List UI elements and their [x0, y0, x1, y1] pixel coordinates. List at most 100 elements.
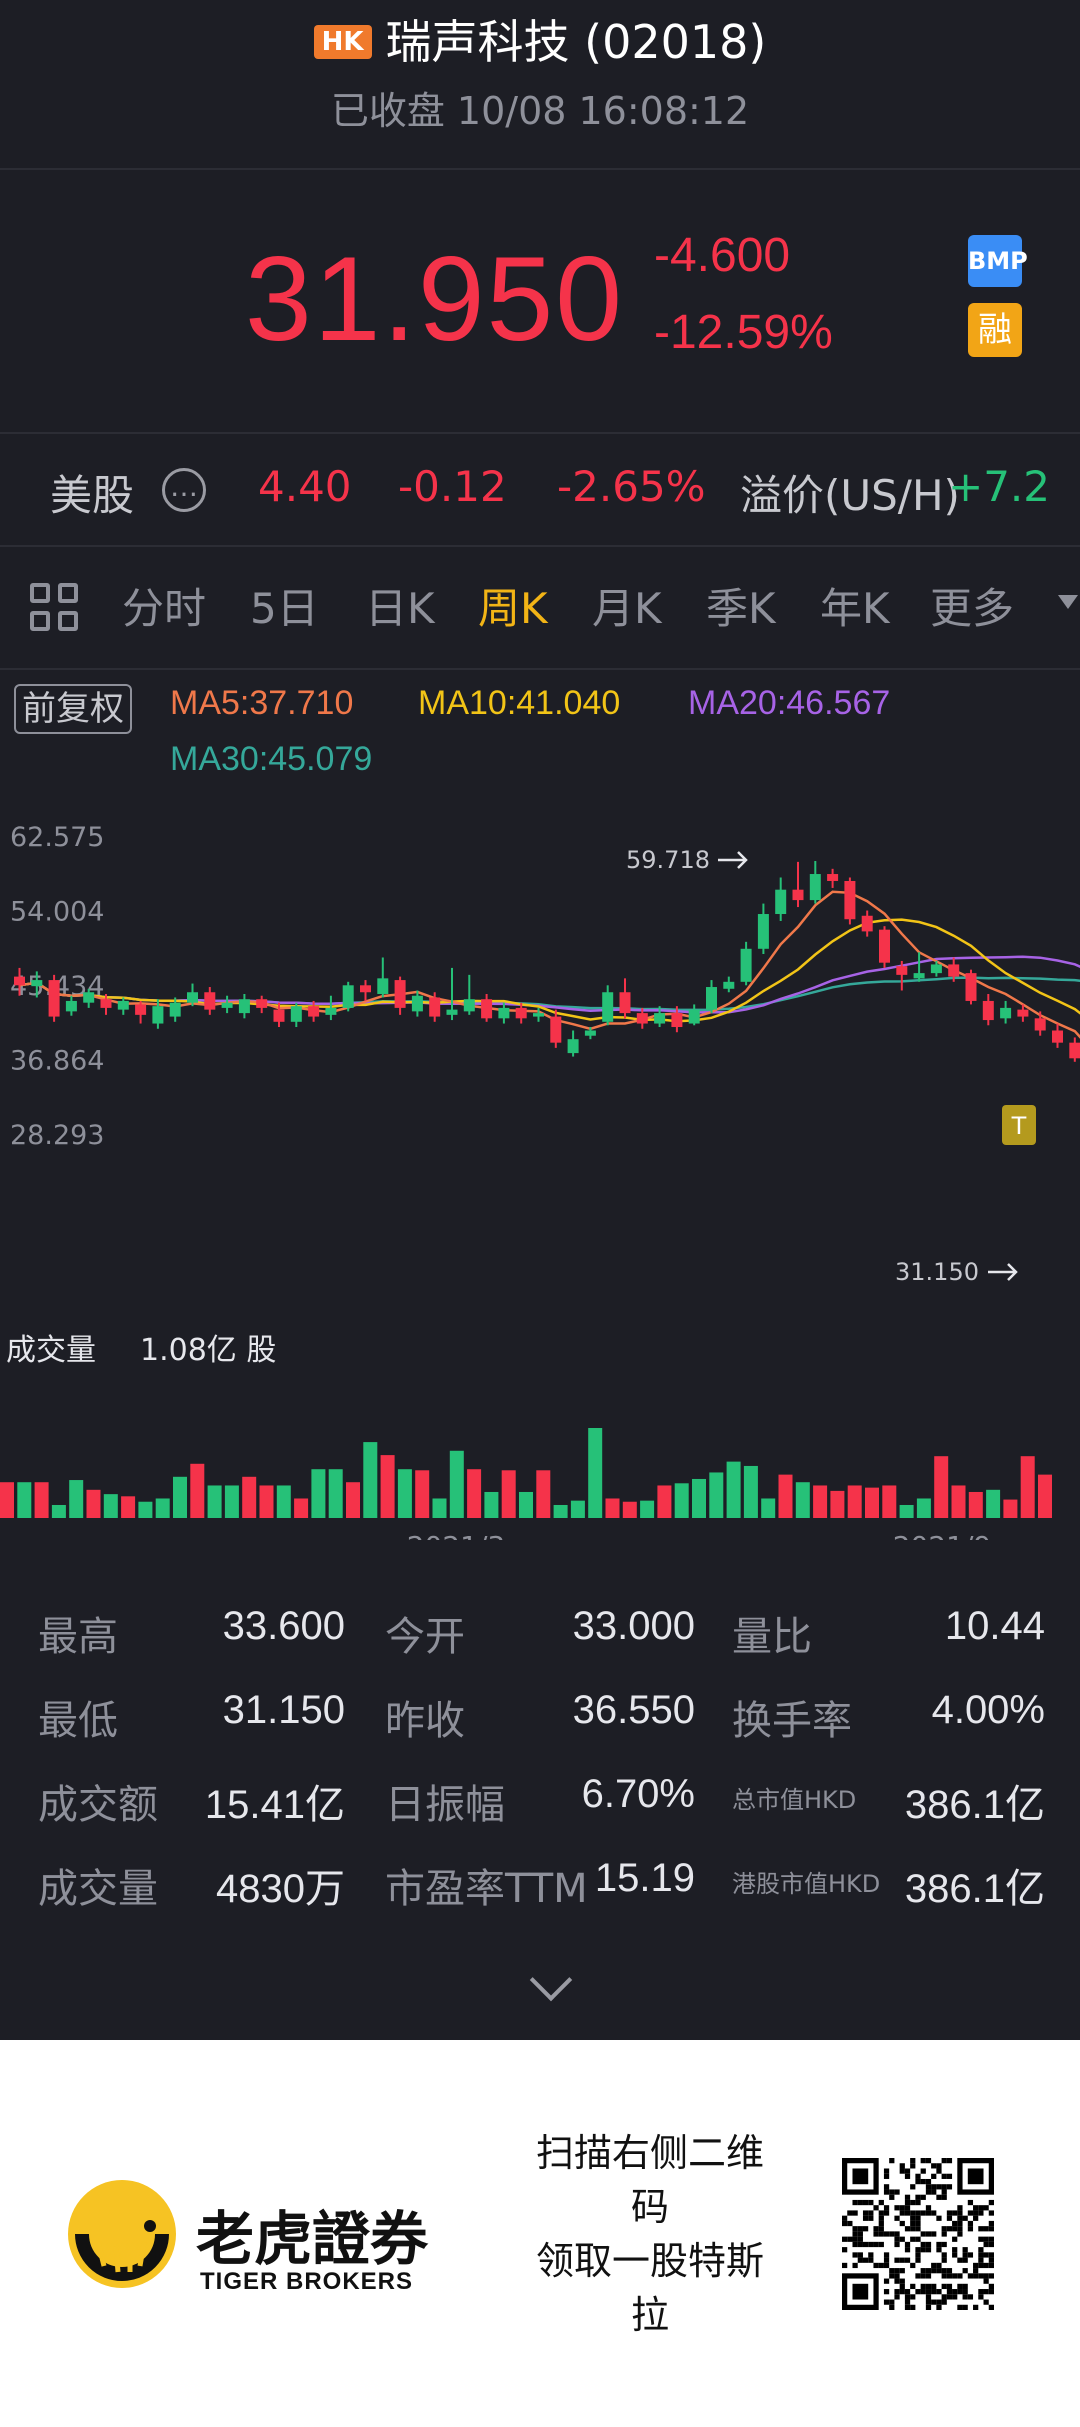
- candle: [965, 969, 977, 1005]
- us-market-label: 美股: [50, 471, 135, 520]
- bmp-badge[interactable]: BMP: [968, 235, 1028, 287]
- volume-bar: [1003, 1499, 1018, 1518]
- volume-bar: [501, 1470, 516, 1518]
- volume-bar: [173, 1476, 187, 1518]
- price-change: -4.600: [654, 229, 791, 282]
- volume-bar: [553, 1504, 568, 1518]
- candle: [740, 941, 752, 986]
- ma30-label: MA30:45.079: [170, 740, 373, 778]
- volume-bar: [380, 1455, 395, 1518]
- tab-weekly-k[interactable]: 周K: [478, 584, 548, 633]
- volume-bar: [986, 1489, 1001, 1518]
- tab-yearly-k[interactable]: 年K: [820, 584, 890, 633]
- candle: [671, 1006, 683, 1033]
- trade-marker-icon[interactable]: [1002, 1105, 1036, 1145]
- last-price: 31.950: [245, 232, 625, 366]
- volume-bar: [415, 1470, 430, 1518]
- volume-bar: [640, 1500, 655, 1518]
- candle: [982, 993, 994, 1026]
- us-price: 4.40: [258, 462, 352, 511]
- volume-bar: [692, 1478, 706, 1518]
- volume-bar: [259, 1485, 274, 1518]
- volume-bar: [726, 1461, 741, 1518]
- adjust-button[interactable]: 前复权: [14, 684, 132, 734]
- divider: [0, 168, 1080, 170]
- candle: [394, 976, 406, 1015]
- volume-bar: [242, 1476, 257, 1518]
- volume-bar: [484, 1491, 499, 1518]
- ma-legend: 前复权 MA5:37.710 MA10:41.040 MA20:46.567 M…: [0, 680, 1080, 790]
- volume-bar: [813, 1485, 828, 1518]
- candle: [654, 1006, 666, 1028]
- volume-bar: [346, 1482, 360, 1518]
- candle: [117, 997, 129, 1015]
- promo-line: 领取一股特斯: [535, 2239, 764, 2283]
- tab-daily-k[interactable]: 日K: [365, 584, 435, 633]
- stat-value: 15.19: [594, 1856, 695, 1900]
- volume-bar: [847, 1485, 862, 1518]
- volume-value: 1.08亿 股: [140, 1333, 276, 1368]
- us-change: -0.12: [398, 462, 507, 511]
- divider: [0, 432, 1080, 434]
- candle: [844, 877, 856, 925]
- volume-bar: [674, 1483, 689, 1518]
- volume-bar: [397, 1469, 412, 1518]
- candle: [723, 976, 735, 993]
- more-icon[interactable]: …: [162, 468, 206, 512]
- candle: [948, 957, 960, 982]
- stock-title: 瑞声科技 (02018): [385, 15, 767, 69]
- tiger-logo-icon: [68, 2180, 176, 2288]
- stat-label: 最高: [38, 1614, 118, 1660]
- candle: [879, 926, 890, 968]
- candle: [204, 987, 216, 1015]
- candle: [429, 992, 441, 1022]
- volume-bar: [570, 1500, 585, 1518]
- stat-value: 10.44: [944, 1604, 1045, 1648]
- volume-bar: [951, 1485, 966, 1518]
- grid-icon[interactable]: [30, 583, 82, 635]
- candle: [325, 995, 337, 1021]
- candle: [1069, 1037, 1080, 1062]
- tab-intraday[interactable]: 分时: [122, 584, 207, 633]
- volume-bar: [1038, 1474, 1052, 1518]
- tab-quarterly-k[interactable]: 季K: [706, 584, 776, 633]
- candle: [775, 877, 787, 921]
- stat-value: 36.550: [572, 1688, 695, 1732]
- price-change-percent: -12.59%: [654, 306, 833, 359]
- stat-label: 最低: [38, 1698, 118, 1744]
- stat-value: 33.000: [572, 1604, 695, 1648]
- candle: [930, 960, 942, 977]
- volume-bar: [51, 1504, 66, 1518]
- candle: [273, 1002, 285, 1028]
- expand-chevron-icon[interactable]: [529, 1958, 573, 2002]
- ma10-label: MA10:41.040: [418, 684, 621, 722]
- volume-bar: [588, 1428, 603, 1518]
- chevron-down-icon[interactable]: [1058, 595, 1078, 609]
- volume-bar: [865, 1487, 879, 1518]
- tab-more[interactable]: 更多: [930, 584, 1015, 633]
- candle: [827, 868, 839, 888]
- candle: [636, 1007, 648, 1029]
- y-tick-label: 62.575: [10, 822, 104, 853]
- ma5-label: MA5:37.710: [170, 684, 354, 722]
- stat-label: 成交额: [38, 1782, 158, 1828]
- high-marker: 59.718: [626, 846, 710, 874]
- volume-bar: [916, 1498, 931, 1518]
- premium-value: +7.2: [948, 462, 1050, 511]
- stat-label: 成交量: [38, 1866, 158, 1912]
- volume-bar: [657, 1485, 672, 1518]
- candle: [809, 860, 821, 904]
- stat-value: 386.1亿: [904, 1783, 1045, 1827]
- premium-label: 溢价(US/H): [740, 471, 960, 520]
- tab-monthly-k[interactable]: 月K: [592, 584, 662, 633]
- volume-bar: [605, 1498, 620, 1518]
- us-quote-row[interactable]: 美股 … 4.40 -0.12 -2.65% 溢价(US/H) +7.2: [0, 440, 1080, 540]
- margin-badge[interactable]: 融: [968, 303, 1022, 357]
- stat-value: 4.00%: [931, 1688, 1045, 1732]
- tab-5day[interactable]: 5日: [250, 584, 319, 633]
- volume-bar: [86, 1489, 101, 1518]
- volume-bar: [0, 1482, 14, 1518]
- y-tick-label: 28.293: [10, 1120, 104, 1151]
- candle: [31, 971, 43, 998]
